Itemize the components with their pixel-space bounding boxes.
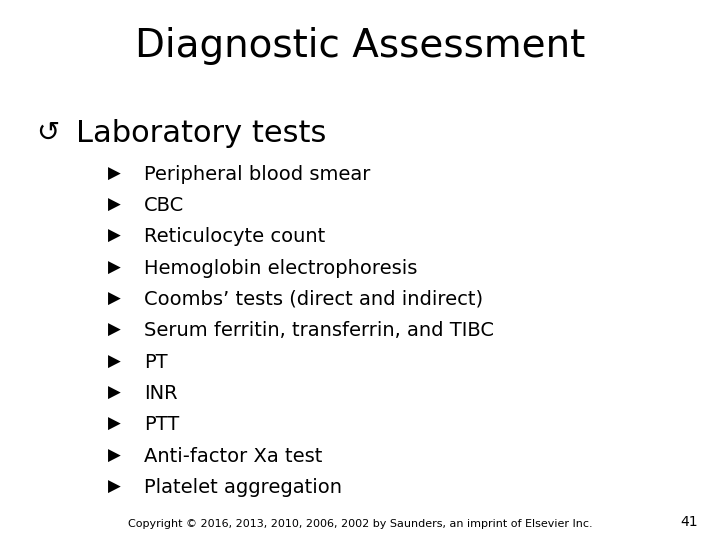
Text: ▶: ▶ — [108, 478, 121, 496]
Text: Serum ferritin, transferrin, and TIBC: Serum ferritin, transferrin, and TIBC — [144, 321, 494, 340]
Text: INR: INR — [144, 384, 178, 403]
Text: Laboratory tests: Laboratory tests — [76, 119, 326, 148]
Text: Copyright © 2016, 2013, 2010, 2006, 2002 by Saunders, an imprint of Elsevier Inc: Copyright © 2016, 2013, 2010, 2006, 2002… — [127, 519, 593, 529]
Text: Coombs’ tests (direct and indirect): Coombs’ tests (direct and indirect) — [144, 290, 483, 309]
Text: ▶: ▶ — [108, 321, 121, 339]
Text: Anti-factor Xa test: Anti-factor Xa test — [144, 447, 323, 465]
Text: ▶: ▶ — [108, 290, 121, 308]
Text: CBC: CBC — [144, 196, 184, 215]
Text: PT: PT — [144, 353, 168, 372]
Text: Reticulocyte count: Reticulocyte count — [144, 227, 325, 246]
Text: ▶: ▶ — [108, 447, 121, 464]
Text: ▶: ▶ — [108, 196, 121, 214]
Text: Diagnostic Assessment: Diagnostic Assessment — [135, 27, 585, 65]
Text: PTT: PTT — [144, 415, 179, 434]
Text: Peripheral blood smear: Peripheral blood smear — [144, 165, 370, 184]
Text: ▶: ▶ — [108, 227, 121, 245]
Text: ▶: ▶ — [108, 384, 121, 402]
Text: ↺: ↺ — [36, 119, 59, 147]
Text: 41: 41 — [681, 515, 698, 529]
Text: ▶: ▶ — [108, 259, 121, 276]
Text: ▶: ▶ — [108, 415, 121, 433]
Text: Platelet aggregation: Platelet aggregation — [144, 478, 342, 497]
Text: ▶: ▶ — [108, 353, 121, 370]
Text: ▶: ▶ — [108, 165, 121, 183]
Text: Hemoglobin electrophoresis: Hemoglobin electrophoresis — [144, 259, 418, 278]
